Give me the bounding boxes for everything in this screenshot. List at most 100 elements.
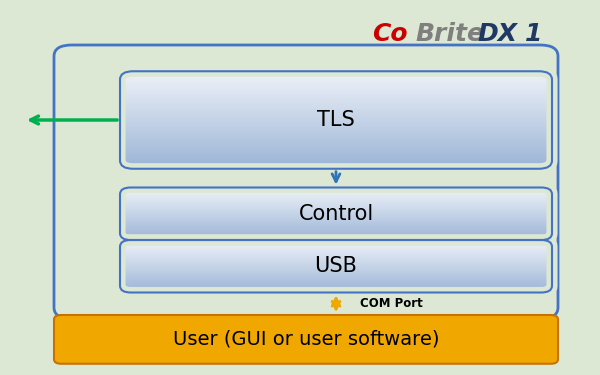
Bar <box>120 129 552 131</box>
Bar <box>120 236 552 237</box>
Bar <box>120 258 552 259</box>
Bar <box>120 220 552 222</box>
Bar <box>120 270 552 272</box>
Bar <box>120 202 552 203</box>
Bar <box>120 251 552 252</box>
Bar <box>120 188 552 189</box>
Bar <box>120 256 552 257</box>
Bar <box>120 234 552 236</box>
Bar <box>120 194 552 195</box>
Bar <box>120 88 552 90</box>
Bar <box>120 118 552 120</box>
Bar <box>120 288 552 289</box>
Bar <box>120 246 552 247</box>
Bar <box>120 289 552 290</box>
Text: COM Port: COM Port <box>360 297 423 310</box>
Bar <box>120 211 552 212</box>
Bar <box>120 200 552 201</box>
Bar <box>120 268 552 270</box>
Bar <box>120 126 552 127</box>
Bar <box>120 148 552 149</box>
Text: USB: USB <box>314 256 358 276</box>
Bar <box>120 110 552 111</box>
Bar <box>120 135 552 137</box>
Bar <box>120 250 552 251</box>
Bar <box>120 192 552 193</box>
Bar <box>120 221 552 222</box>
Bar <box>120 284 552 285</box>
Text: Co: Co <box>372 22 407 46</box>
Bar <box>120 111 552 112</box>
Bar <box>120 225 552 226</box>
Bar <box>120 266 552 267</box>
Bar <box>120 257 552 258</box>
Text: DX: DX <box>477 22 517 46</box>
Bar <box>120 160 552 161</box>
Bar <box>120 223 552 224</box>
Bar <box>120 284 552 285</box>
Bar <box>120 285 552 286</box>
Bar <box>120 165 552 166</box>
Bar <box>120 259 552 260</box>
Bar <box>120 240 552 242</box>
Bar <box>120 98 552 99</box>
Bar <box>120 290 552 291</box>
Bar <box>120 204 552 205</box>
Bar <box>120 276 552 277</box>
Bar <box>120 75 552 76</box>
Bar <box>120 106 552 108</box>
Bar <box>120 213 552 214</box>
Bar <box>120 86 552 87</box>
Bar <box>120 167 552 169</box>
Bar <box>120 127 552 129</box>
Bar <box>120 76 552 77</box>
Bar <box>120 193 552 194</box>
Bar <box>120 133 552 135</box>
Bar <box>120 231 552 232</box>
Bar <box>120 287 552 288</box>
Bar <box>120 272 552 273</box>
Bar <box>120 145 552 147</box>
Bar <box>120 264 552 265</box>
Bar <box>120 260 552 261</box>
Bar <box>120 228 552 229</box>
Bar <box>120 257 552 258</box>
Bar <box>120 73 552 75</box>
Bar <box>120 81 552 82</box>
Bar <box>120 198 552 200</box>
Bar <box>120 206 552 207</box>
Bar <box>120 290 552 291</box>
Bar <box>120 232 552 233</box>
Bar <box>120 210 552 211</box>
Bar <box>120 253 552 254</box>
Bar <box>120 194 552 195</box>
Bar <box>120 191 552 192</box>
Bar <box>120 128 552 130</box>
Bar <box>120 238 552 239</box>
Bar <box>120 115 552 116</box>
Bar <box>120 245 552 246</box>
Bar <box>120 282 552 284</box>
Bar <box>120 83 552 85</box>
Bar <box>120 244 552 245</box>
Bar <box>120 255 552 257</box>
Bar <box>120 274 552 275</box>
Bar <box>120 190 552 191</box>
Bar <box>120 200 552 201</box>
Bar <box>120 107 552 109</box>
Bar <box>120 209 552 210</box>
Bar <box>120 146 552 148</box>
Bar <box>120 262 552 263</box>
Bar <box>120 161 552 163</box>
Bar <box>120 123 552 125</box>
Bar <box>120 288 552 289</box>
Bar <box>120 243 552 244</box>
Bar <box>120 153 552 154</box>
Bar <box>120 233 552 234</box>
Bar <box>120 105 552 106</box>
Bar <box>120 227 552 228</box>
Bar <box>120 121 552 122</box>
FancyBboxPatch shape <box>54 315 558 364</box>
Bar <box>120 205 552 206</box>
Bar <box>120 150 552 152</box>
